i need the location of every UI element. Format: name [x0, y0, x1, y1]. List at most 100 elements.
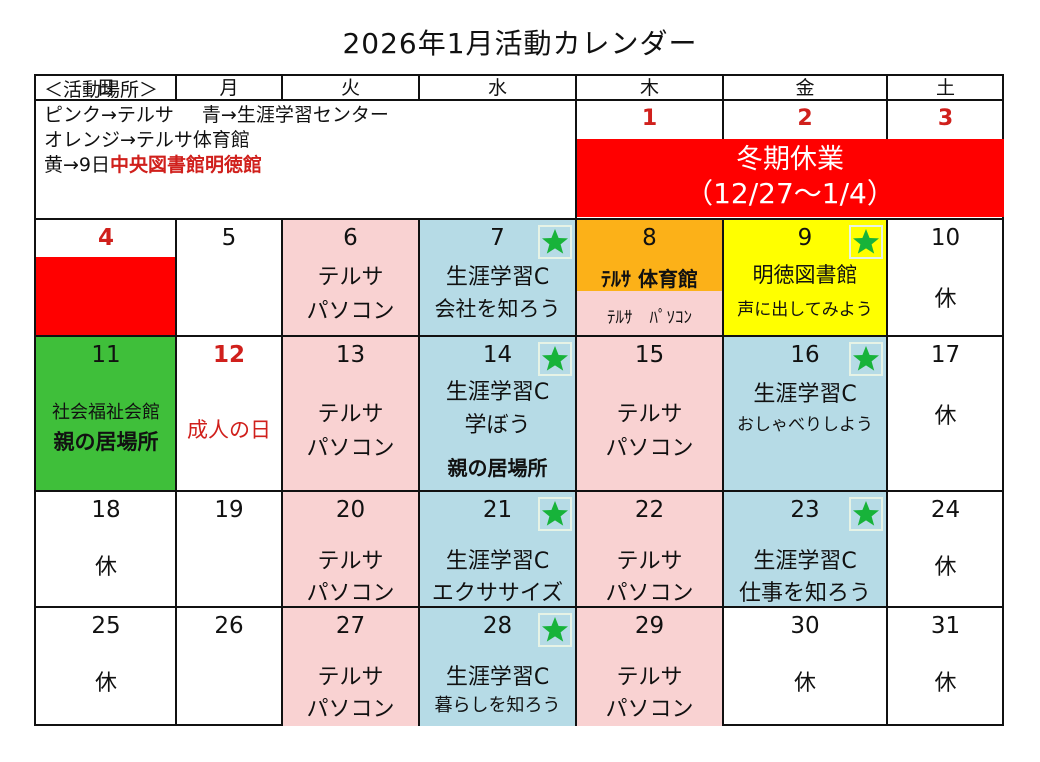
weekday-sun: 日 — [96, 77, 116, 99]
day-cell: 14 生涯学習C 学ぼう 親の居場所 — [419, 336, 576, 491]
weekday-sat: 土 — [935, 77, 955, 99]
activity-text: 休 — [934, 555, 957, 580]
activity-text: パソコン — [605, 697, 694, 722]
legend-yellow-place: 中央図書館明徳館 — [110, 154, 263, 176]
activity-text: パソコン — [605, 581, 694, 606]
day-cell: 26 — [176, 607, 282, 726]
day-cell: 22 テルサ パソコン — [576, 491, 723, 607]
legend-heading: ＜活動場所＞ — [44, 79, 159, 101]
activity-text: 休 — [934, 287, 957, 312]
activity-text: 明徳図書館 — [752, 263, 858, 287]
day-number: 24 — [930, 497, 961, 523]
star-icon — [538, 342, 572, 376]
activity-text: パソコン — [605, 436, 694, 461]
day-number: 14 — [482, 342, 513, 368]
activity-text: 仕事を知ろう — [738, 581, 871, 606]
day-cell: 23 生涯学習C 仕事を知ろう — [723, 491, 887, 607]
day-cell: 8 ﾃﾙｻ 体育館 ﾃﾙｻ ﾊﾟｿｺﾝ — [576, 219, 723, 336]
day-number: 6 — [343, 225, 358, 251]
activity-text: 親の居場所 — [447, 456, 548, 480]
star-icon — [849, 225, 883, 259]
day-cell: 19 — [176, 491, 282, 607]
grid-line — [575, 219, 577, 726]
activity-text: 親の居場所 — [53, 430, 159, 454]
activity-text: テルサ — [317, 549, 384, 574]
day-cell: 31 休 — [887, 607, 1004, 726]
day-number: 26 — [214, 613, 244, 639]
grid-line — [722, 219, 724, 726]
activity-text: テルサ — [317, 402, 384, 427]
activity-text: パソコン — [306, 697, 395, 722]
calendar-grid: 日 月 火 水 木 金 土 ＜活動場所＞ ピンク→テルサ 青→生涯学習センター オ… — [34, 74, 1004, 726]
activity-text: テルサ — [317, 265, 384, 290]
day-cell: 12 成人の日 — [176, 336, 282, 491]
day-cell: 9 明徳図書館 声に出してみよう — [723, 219, 887, 336]
location-legend: ＜活動場所＞ ピンク→テルサ 青→生涯学習センター オレンジ→テルサ体育館 黄→9… — [44, 78, 389, 178]
date-2: 2 — [797, 106, 813, 131]
grid-line — [722, 76, 724, 100]
grid-line — [886, 100, 888, 139]
legend-yellow: 黄→9日 — [44, 154, 111, 176]
day-number: 10 — [930, 225, 961, 251]
activity-text: パソコン — [306, 436, 395, 461]
grid-line — [175, 76, 177, 100]
grid-line — [418, 219, 420, 726]
page-title: 2026年1月活動カレンダー — [342, 27, 698, 60]
day-cell: 17 休 — [887, 336, 1004, 491]
day-number: 28 — [482, 613, 513, 639]
day-number: 12 — [212, 342, 245, 368]
day-cell: 10 休 — [887, 219, 1004, 336]
grid-line — [418, 76, 420, 100]
holiday-block — [36, 257, 176, 336]
day-cell: 20 テルサ パソコン — [282, 491, 419, 607]
day-number: 20 — [335, 497, 366, 523]
activity-text: 生涯学習C — [753, 382, 857, 407]
winter-break-range: （12/27〜1/4） — [685, 177, 895, 210]
activity-text: テルサ — [616, 549, 683, 574]
star-icon — [538, 497, 572, 531]
day-number: 15 — [634, 342, 665, 368]
grid-line — [886, 76, 888, 100]
activity-text: 成人の日 — [187, 418, 271, 442]
day-cell: 24 休 — [887, 491, 1004, 607]
grid-line — [575, 100, 577, 219]
weekday-wed: 水 — [487, 77, 507, 99]
activity-text: ﾃﾙｻ 体育館 — [601, 267, 698, 291]
star-icon — [849, 342, 883, 376]
activity-text: 暮らしを知ろう — [434, 695, 561, 716]
winter-break-label: 冬期休業 — [736, 144, 844, 175]
activity-text: おしゃべりしよう — [737, 415, 873, 435]
grid-line — [36, 218, 1004, 220]
day-number: 29 — [634, 613, 665, 639]
day-number: 13 — [335, 342, 366, 368]
day-number: 27 — [335, 613, 366, 639]
activity-text: 生涯学習C — [445, 265, 550, 290]
grid-line — [36, 99, 1004, 101]
weekday-thu: 木 — [639, 77, 659, 99]
day-number: 8 — [642, 225, 657, 251]
activity-text: 休 — [793, 671, 816, 696]
star-icon — [849, 497, 883, 531]
day-cell: 28 生涯学習C 暮らしを知ろう — [419, 607, 576, 726]
activity-text: 生涯学習C — [445, 549, 550, 574]
grid-line — [722, 100, 724, 139]
grid-line — [575, 76, 577, 100]
day-cell: 15 テルサ パソコン — [576, 336, 723, 491]
day-cell: 7 生涯学習C 会社を知ろう — [419, 219, 576, 336]
weekday-fri: 金 — [795, 77, 815, 99]
activity-text: テルサ — [616, 665, 683, 690]
activity-text: ﾃﾙｻ ﾊﾟｿｺﾝ — [607, 308, 692, 328]
day-number: 9 — [797, 225, 813, 251]
activity-text: 休 — [934, 671, 957, 696]
legend-orange: オレンジ→テルサ体育館 — [44, 129, 250, 151]
day-cell: 21 生涯学習C エクササイズ — [419, 491, 576, 607]
day-number: 7 — [490, 225, 505, 251]
activity-text: 休 — [94, 671, 117, 696]
day-cell: 29 テルサパソコン — [576, 607, 723, 726]
grid-line — [36, 490, 1004, 492]
star-icon — [538, 613, 572, 647]
activity-text: パソコン — [306, 299, 395, 324]
day-number: 5 — [221, 225, 237, 251]
winter-break-banner: 冬期休業 （12/27〜1/4） — [576, 139, 1004, 217]
grid-line — [36, 335, 1004, 337]
